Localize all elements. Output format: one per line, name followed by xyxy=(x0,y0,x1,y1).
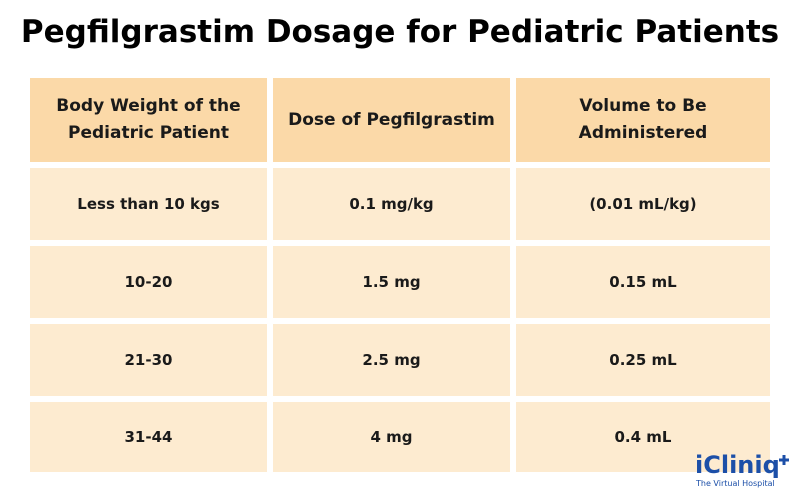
header-volume: Volume to Be Administered xyxy=(516,78,770,162)
page-title: Pegfilgrastim Dosage for Pediatric Patie… xyxy=(20,14,780,50)
header-body-weight-line1: Body Weight of the xyxy=(56,96,241,116)
table-cell-dose: 2.5 mg xyxy=(273,324,510,396)
table-cell-weight: 31-44 xyxy=(30,402,267,472)
table-cell-weight: 21-30 xyxy=(30,324,267,396)
table-cell-volume: (0.01 mL/kg) xyxy=(516,168,770,240)
header-volume-line2: Administered xyxy=(578,123,708,143)
table-cell-volume: 0.4 mL xyxy=(516,402,770,472)
table-cell-dose: 1.5 mg xyxy=(273,246,510,318)
table-cell-dose: 0.1 mg/kg xyxy=(273,168,510,240)
table-cell-weight: Less than 10 kgs xyxy=(30,168,267,240)
logo-tagline: The Virtual Hospital xyxy=(696,479,775,488)
header-volume-line1: Volume to Be xyxy=(579,96,707,116)
table-cell-dose: 4 mg xyxy=(273,402,510,472)
table-cell-weight: 10-20 xyxy=(30,246,267,318)
header-dose: Dose of Pegfilgrastim xyxy=(273,78,510,162)
logo-wordmark: iCliniq xyxy=(695,451,780,479)
iclinic-logo: iCliniq The Virtual Hospital xyxy=(695,452,795,494)
header-dose-line1: Dose of Pegfilgrastim xyxy=(288,109,495,130)
table-cell-volume: 0.15 mL xyxy=(516,246,770,318)
dosage-table: Body Weight of the Pediatric Patient Dos… xyxy=(30,78,770,472)
header-body-weight-line2: Pediatric Patient xyxy=(68,123,229,143)
header-body-weight: Body Weight of the Pediatric Patient xyxy=(30,78,267,162)
table-cell-volume: 0.25 mL xyxy=(516,324,770,396)
medical-cross-icon xyxy=(779,455,789,465)
